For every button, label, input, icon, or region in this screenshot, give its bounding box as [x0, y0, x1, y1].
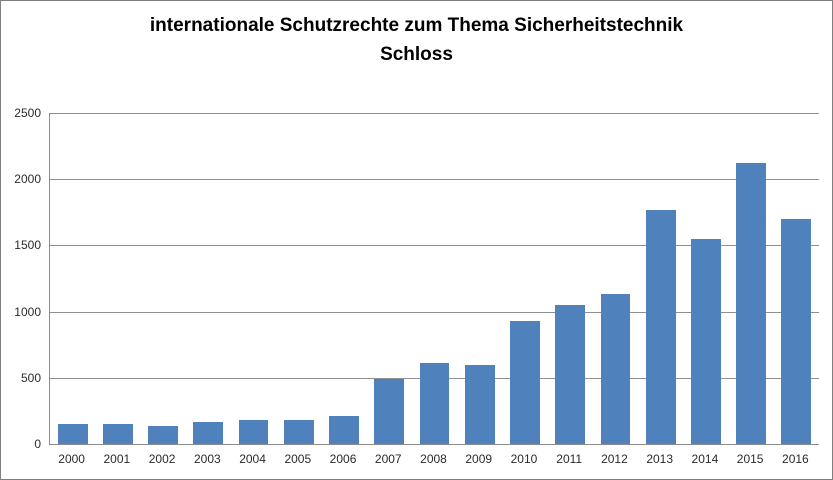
x-tick-label-2011: 2011 — [556, 452, 583, 466]
bar-slot-2012 — [593, 113, 638, 444]
bar-2011 — [555, 304, 586, 444]
gridline-1000 — [50, 311, 819, 313]
bar-2000 — [57, 424, 88, 444]
chart-title-line-2: Schloss — [380, 44, 453, 65]
y-tick-label-500: 500 — [20, 370, 41, 385]
x-tick-label-2005: 2005 — [284, 452, 312, 466]
x-tick-label-2016: 2016 — [782, 452, 809, 466]
chart-title-line-1: internationale Schutzrechte zum Thema Si… — [149, 15, 684, 36]
bar-slot-2004 — [231, 113, 276, 444]
x-tick-label-2004: 2004 — [239, 452, 266, 466]
bar-2005 — [283, 420, 314, 444]
bar-2009 — [464, 364, 495, 444]
x-tick-label-2007: 2007 — [374, 452, 402, 466]
x-tick-label-2006: 2006 — [329, 452, 357, 466]
x-tick-label-2014: 2014 — [691, 452, 719, 466]
x-axis: 2000 2001 2002 2003 2004 2005 2006 2007 2008 2009… — [49, 452, 818, 466]
y-tick-label-1500: 1500 — [14, 238, 41, 253]
y-tick-label-0: 0 — [34, 437, 41, 451]
bar-slot-2002 — [140, 113, 185, 444]
bar-slot-2015 — [729, 113, 774, 444]
bar-slot-2011 — [548, 113, 593, 444]
bar-2008 — [419, 362, 450, 444]
y-tick-label-1000: 1000 — [14, 304, 41, 319]
x-tick-label-2001: 2001 — [103, 452, 131, 466]
bar-2007 — [374, 379, 405, 444]
bar-slot-2016 — [774, 113, 819, 444]
plot-area — [49, 113, 819, 445]
bar-slot-2003 — [186, 113, 231, 444]
bar-2001 — [102, 424, 133, 444]
bar-slot-2013 — [638, 113, 683, 444]
bar-2015 — [736, 163, 767, 444]
bar-slot-2008 — [412, 113, 457, 444]
bar-2014 — [690, 239, 721, 444]
bar-2004 — [238, 420, 269, 444]
x-tick-label-2003: 2003 — [193, 452, 221, 466]
gridline-2500 — [50, 113, 819, 114]
x-tick-label-2000: 2000 — [58, 452, 85, 466]
bar-series — [50, 113, 819, 444]
bar-2006 — [329, 416, 359, 444]
bar-slot-2009 — [457, 113, 502, 444]
bar-slot-2010 — [502, 113, 547, 444]
bar-2013 — [645, 210, 676, 444]
y-tick-label-2000: 2000 — [14, 172, 41, 187]
x-tick-label-2013: 2013 — [646, 452, 674, 466]
gridline-2000 — [50, 179, 819, 181]
bar-slot-2005 — [276, 113, 321, 444]
bar-slot-2007 — [367, 113, 412, 444]
bar-slot-2014 — [683, 113, 728, 444]
x-tick-label-2009: 2009 — [465, 452, 493, 466]
x-tick-label-2012: 2012 — [601, 452, 628, 466]
bar-2003 — [193, 421, 224, 444]
chart-title: internationale Schutzrechte zum Thema Si… — [1, 11, 832, 69]
bar-slot-2001 — [95, 113, 140, 444]
x-tick-label-2010: 2010 — [510, 452, 538, 466]
bar-2002 — [148, 426, 178, 444]
x-tick-label-2015: 2015 — [736, 452, 764, 466]
bar-slot-2000 — [50, 113, 95, 444]
x-tick-label-2008: 2008 — [420, 452, 447, 466]
gridline-1500 — [50, 245, 819, 247]
x-tick-label-2002: 2002 — [148, 452, 176, 466]
bar-2012 — [600, 294, 631, 444]
bar-slot-2006 — [321, 113, 366, 444]
bar-2010 — [510, 320, 540, 444]
y-tick-label-2500: 2500 — [14, 106, 41, 120]
y-axis: 0 500 1000 1500 2000 2500 — [1, 106, 41, 451]
bar-2016 — [781, 218, 812, 444]
